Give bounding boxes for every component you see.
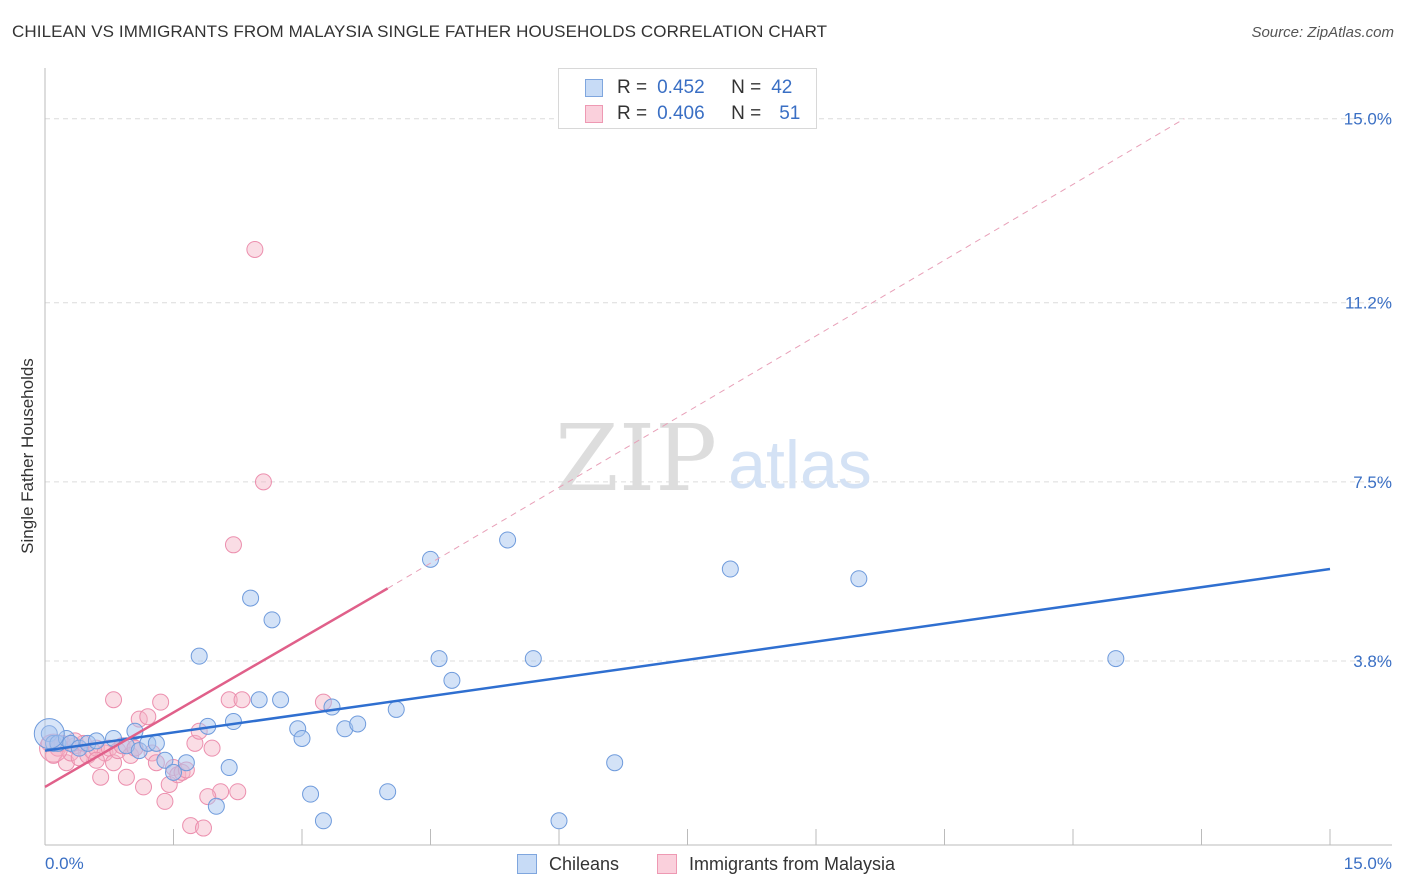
malaysia-point: [156, 792, 174, 810]
watermark: ZIP atlas: [555, 405, 872, 512]
chilean-point: [147, 734, 165, 752]
grid-layer: [45, 118, 1392, 662]
chilean-point: [323, 698, 341, 716]
bottom-legend-malaysia: Immigrants from Malaysia: [657, 852, 895, 876]
malaysia-point: [152, 693, 170, 711]
legend-r-value: 0.452: [657, 77, 705, 98]
chilean-point: [224, 713, 242, 731]
malaysia-point: [233, 691, 251, 709]
chilean-point: [606, 754, 624, 772]
bottom-legend-label-malaysia: Immigrants from Malaysia: [689, 853, 896, 874]
malaysia-point: [117, 768, 135, 786]
bottom-legend-swatch-pink: [657, 854, 677, 874]
bottom-legend-label-chileans: Chileans: [549, 853, 620, 874]
malaysia-point: [229, 783, 247, 801]
chilean-point: [33, 718, 65, 750]
malaysia-point: [246, 240, 264, 258]
legend-n-value: 51: [779, 103, 801, 124]
chilean-point: [177, 754, 195, 772]
y-tick-label: 15.0%: [1344, 110, 1392, 129]
legend-n-label: N =: [731, 103, 762, 124]
chilean-point: [207, 797, 225, 815]
legend-row-chileans: R = 0.452 N = 42: [585, 76, 792, 100]
chilean-point: [293, 729, 311, 747]
y-tick-label: 3.8%: [1353, 652, 1392, 671]
legend-n-value: 42: [771, 77, 793, 98]
chilean-point: [422, 550, 439, 568]
legend-row-malaysia: R = 0.406 N = 51: [585, 102, 800, 126]
legend-r-label: R =: [617, 77, 648, 98]
chilean-point: [387, 700, 405, 718]
malaysia-point: [203, 739, 221, 757]
legend-swatch-blue: [585, 79, 603, 97]
watermark-atlas: atlas: [728, 427, 872, 503]
chilean-point: [302, 785, 320, 803]
watermark-zip: ZIP: [555, 405, 717, 512]
malaysia-point: [220, 691, 238, 709]
malaysia-trend-extension: [387, 118, 1185, 589]
chilean-points: [33, 531, 1125, 830]
x-tick-label: 0.0%: [45, 854, 84, 873]
malaysia-point: [194, 819, 212, 837]
chilean-point: [250, 691, 268, 709]
x-tick-label: 15.0%: [1344, 854, 1392, 873]
malaysia-point: [224, 536, 242, 554]
malaysia-point: [105, 691, 123, 709]
chilean-point: [165, 763, 182, 781]
chilean-point: [156, 751, 174, 769]
malaysia-point: [254, 473, 272, 491]
bottom-legend-swatch-blue: [517, 854, 537, 874]
bottom-legend-chileans: Chileans: [517, 852, 619, 876]
source-label: Source: ZipAtlas.com: [1251, 24, 1394, 41]
chilean-point: [430, 650, 448, 668]
chilean-point: [850, 570, 868, 588]
trend-lines: [44, 118, 1331, 788]
chilean-point: [379, 783, 397, 801]
chilean-point: [242, 589, 260, 607]
chilean-point: [1107, 650, 1125, 668]
y-tick-label: 7.5%: [1353, 473, 1392, 492]
chart-title: CHILEAN VS IMMIGRANTS FROM MALAYSIA SING…: [12, 22, 828, 41]
chilean-point: [499, 531, 517, 549]
chilean-point: [721, 560, 739, 578]
chilean-point: [263, 611, 281, 629]
chilean-point: [220, 759, 238, 777]
chilean-trend-line: [44, 567, 1331, 752]
legend-r-value: 0.406: [657, 103, 705, 124]
chilean-point: [87, 732, 105, 750]
y-tick-label: 11.2%: [1345, 294, 1392, 313]
malaysia-point: [92, 768, 110, 786]
chilean-point: [524, 650, 542, 668]
legend-swatch-pink: [585, 105, 603, 123]
legend-r-label: R =: [617, 103, 648, 124]
malaysia-point: [135, 778, 153, 796]
chilean-point: [550, 812, 568, 830]
legend-n-label: N =: [731, 77, 762, 98]
malaysia-point: [87, 751, 105, 769]
chilean-point: [272, 691, 290, 709]
malaysia-trend-line: [44, 587, 389, 788]
tick-labels: 3.8% 7.5% 11.2% 15.0% 0.0% 15.0%: [45, 110, 1392, 873]
malaysia-point: [182, 817, 200, 835]
malaysia-point: [139, 708, 157, 726]
axis-layer: [44, 68, 1392, 846]
legend: R = 0.452 N = 42 R = 0.406 N = 51: [558, 68, 817, 129]
chilean-point: [190, 647, 208, 665]
chilean-point: [443, 671, 461, 689]
chilean-point: [314, 812, 332, 830]
chilean-point: [349, 715, 367, 733]
